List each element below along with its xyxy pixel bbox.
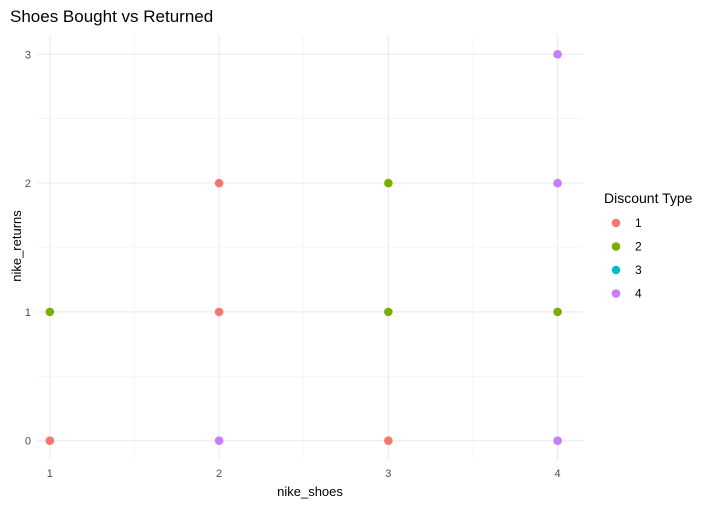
legend: Discount Type 1 2 3 4 <box>604 190 693 301</box>
x-tick-label: 2 <box>216 468 222 480</box>
data-point <box>214 307 224 317</box>
legend-label: 4 <box>635 287 642 301</box>
legend-key <box>611 218 621 228</box>
data-point <box>384 307 393 317</box>
legend-title: Discount Type <box>604 190 693 206</box>
data-point <box>553 307 562 317</box>
y-tick-label: 0 <box>25 436 31 448</box>
y-tick-label: 3 <box>25 49 31 61</box>
grid <box>38 35 583 460</box>
x-tick-label: 4 <box>555 468 561 480</box>
data-point <box>45 307 55 317</box>
data-point <box>214 436 224 445</box>
x-tick-labels: 1 2 3 4 <box>47 468 561 480</box>
x-tick-label: 1 <box>47 468 53 480</box>
legend-key <box>611 242 621 251</box>
data-point <box>553 50 562 59</box>
y-tick-label: 1 <box>25 307 31 319</box>
data-point <box>553 436 562 445</box>
legend-key <box>611 289 621 298</box>
legend-label: 2 <box>635 240 642 254</box>
x-axis-title: nike_shoes <box>277 484 343 499</box>
data-point <box>553 178 562 188</box>
x-tick-label: 3 <box>385 468 391 480</box>
data-point <box>45 436 55 445</box>
data-point <box>384 436 393 445</box>
legend-label: 1 <box>635 216 642 230</box>
y-tick-label: 2 <box>25 178 31 190</box>
chart-title: Shoes Bought vs Returned <box>10 7 213 26</box>
legend-label: 3 <box>635 263 642 277</box>
data-point <box>214 178 224 188</box>
data-points <box>45 50 562 445</box>
legend-key <box>611 265 621 275</box>
y-tick-labels: 0 1 2 3 <box>25 49 31 447</box>
data-point <box>384 178 393 188</box>
y-axis-title: nike_returns <box>9 210 24 282</box>
